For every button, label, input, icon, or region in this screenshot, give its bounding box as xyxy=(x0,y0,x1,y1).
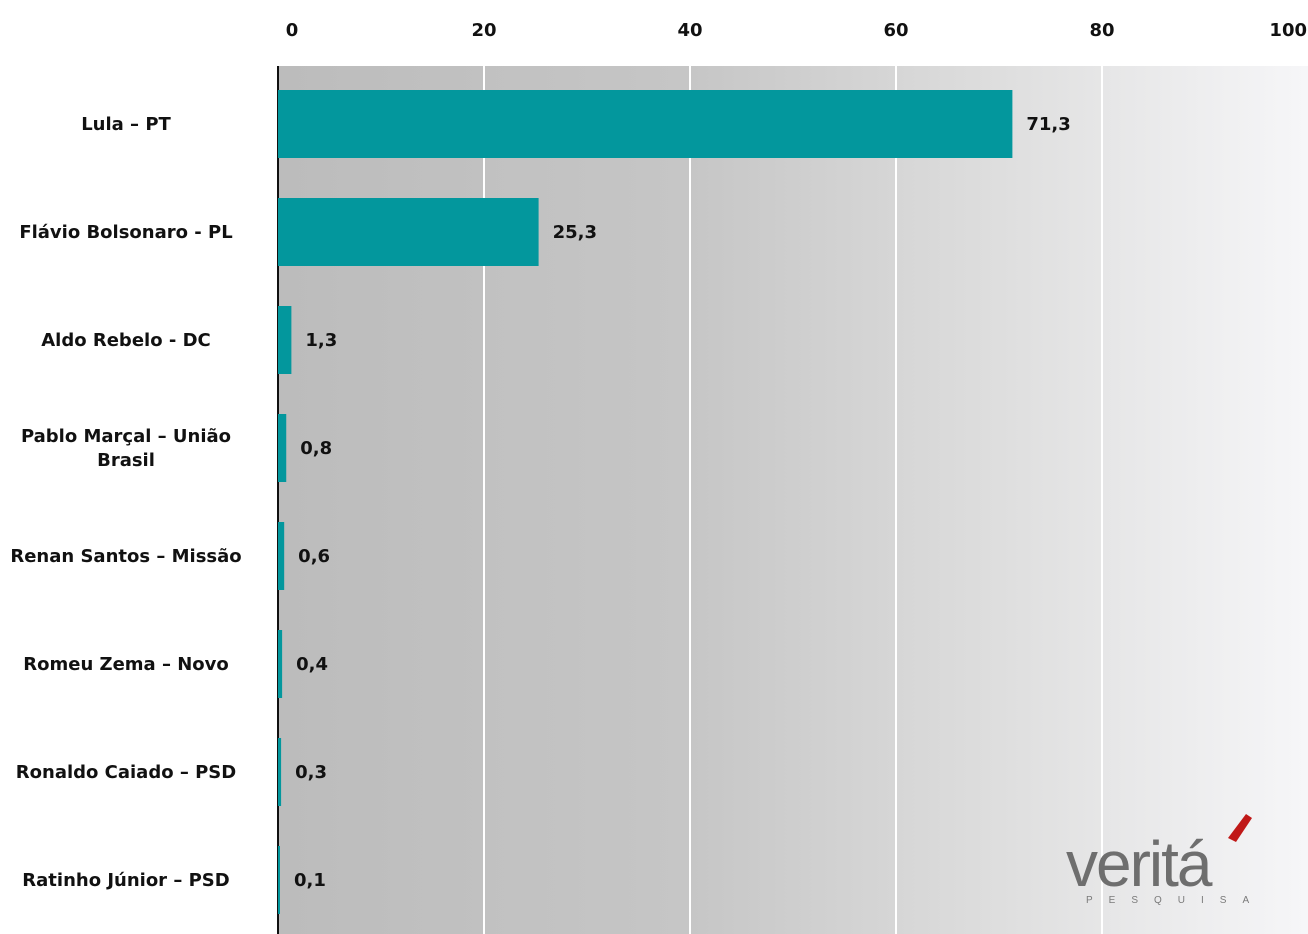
x-axis-ticks: 0 20 40 60 80 100 xyxy=(286,20,1307,41)
category-label: Romeu Zema – Novo xyxy=(23,654,229,675)
bars xyxy=(278,90,1013,914)
category-label: Ratinho Júnior – PSD xyxy=(22,870,229,891)
x-tick-label: 0 xyxy=(286,20,299,41)
data-label: 0,4 xyxy=(296,654,328,675)
data-label: 0,8 xyxy=(300,438,332,459)
data-label: 0,1 xyxy=(294,870,326,891)
category-label: Lula – PT xyxy=(81,114,171,135)
bar xyxy=(278,738,282,806)
data-label: 0,6 xyxy=(298,546,330,567)
bar xyxy=(278,630,283,698)
bar xyxy=(278,198,539,266)
plot-background xyxy=(278,66,1308,934)
category-label: Ronaldo Caiado – PSD xyxy=(16,762,236,783)
bar xyxy=(278,414,287,482)
gridlines xyxy=(483,66,1103,934)
logo-subtext: PESQUISA xyxy=(1086,895,1265,906)
logo-accent-mark xyxy=(1228,814,1252,842)
data-label: 1,3 xyxy=(305,330,337,351)
data-label: 0,3 xyxy=(295,762,327,783)
value-labels: 71,3 25,3 1,3 0,8 0,6 0,4 0,3 0,1 xyxy=(294,114,1071,891)
data-label: 25,3 xyxy=(553,222,597,243)
verita-logo: veritá PESQUISA xyxy=(1066,814,1265,906)
category-label: Renan Santos – Missão xyxy=(10,546,241,567)
bar xyxy=(278,522,285,590)
logo-text: veritá xyxy=(1066,828,1213,900)
category-labels: Lula – PT Flávio Bolsonaro - PL Aldo Rebel… xyxy=(10,114,241,891)
bar xyxy=(278,306,292,374)
x-tick-label: 100 xyxy=(1269,20,1307,41)
x-tick-label: 20 xyxy=(471,20,496,41)
category-label: Flávio Bolsonaro - PL xyxy=(19,222,232,243)
bar xyxy=(278,90,1013,158)
x-tick-label: 60 xyxy=(883,20,908,41)
category-label: Pablo Marçal – União Brasil xyxy=(21,426,231,471)
x-tick-label: 80 xyxy=(1089,20,1114,41)
data-label: 71,3 xyxy=(1026,114,1070,135)
bar xyxy=(278,846,280,914)
category-label: Aldo Rebelo - DC xyxy=(41,330,210,351)
x-tick-label: 40 xyxy=(677,20,702,41)
